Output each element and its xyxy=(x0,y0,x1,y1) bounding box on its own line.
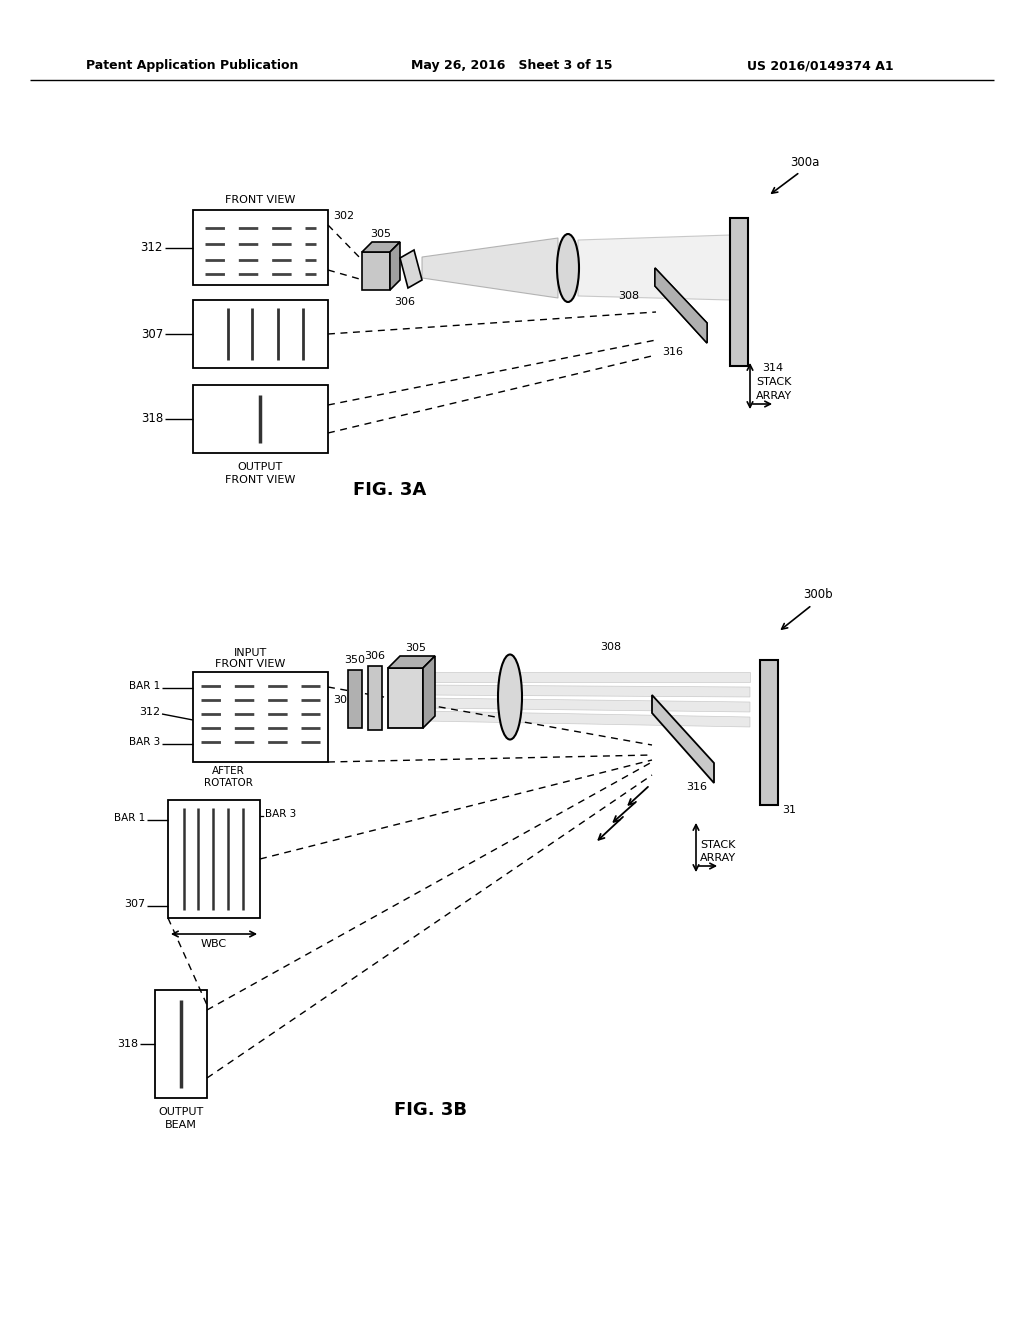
Text: AFTER: AFTER xyxy=(212,766,245,776)
Bar xyxy=(193,385,328,453)
Text: 305: 305 xyxy=(406,643,427,653)
Text: 318: 318 xyxy=(140,412,163,425)
Text: ROTATOR: ROTATOR xyxy=(204,777,253,788)
Text: WBC: WBC xyxy=(201,939,227,949)
Polygon shape xyxy=(423,656,435,729)
Bar xyxy=(168,800,260,917)
Text: ARRAY: ARRAY xyxy=(756,391,793,401)
Bar xyxy=(362,252,390,290)
Text: 314: 314 xyxy=(762,363,783,374)
Bar xyxy=(388,668,423,729)
Text: FRONT VIEW: FRONT VIEW xyxy=(225,195,296,205)
Text: BAR 3: BAR 3 xyxy=(265,809,296,818)
Text: Patent Application Publication: Patent Application Publication xyxy=(86,59,298,73)
Text: 300a: 300a xyxy=(790,157,819,169)
Text: STACK: STACK xyxy=(700,840,735,850)
Bar xyxy=(368,667,382,730)
Text: 350: 350 xyxy=(344,655,366,665)
Text: 312: 312 xyxy=(139,708,160,717)
Bar xyxy=(193,672,328,762)
Polygon shape xyxy=(655,268,707,343)
Polygon shape xyxy=(388,656,435,668)
Polygon shape xyxy=(422,238,558,298)
Text: BEAM: BEAM xyxy=(165,1119,197,1130)
Text: 306: 306 xyxy=(365,651,385,661)
Text: FRONT VIEW: FRONT VIEW xyxy=(215,659,286,669)
Text: 308: 308 xyxy=(618,290,639,301)
Text: BAR 3: BAR 3 xyxy=(129,737,160,747)
Bar xyxy=(193,300,328,368)
Polygon shape xyxy=(652,696,714,783)
Bar xyxy=(730,218,748,366)
Ellipse shape xyxy=(557,234,579,302)
Polygon shape xyxy=(578,235,730,300)
Text: 307: 307 xyxy=(124,899,145,909)
Text: 302: 302 xyxy=(333,696,354,705)
Bar xyxy=(760,660,778,805)
Text: 307: 307 xyxy=(140,327,163,341)
Bar xyxy=(348,671,362,729)
Text: 316: 316 xyxy=(663,347,683,356)
Text: 302: 302 xyxy=(333,211,354,220)
Text: FIG. 3B: FIG. 3B xyxy=(393,1101,467,1119)
Polygon shape xyxy=(400,249,422,288)
Bar xyxy=(155,990,207,1098)
Polygon shape xyxy=(655,268,707,343)
Text: 306: 306 xyxy=(394,297,416,308)
Text: STACK: STACK xyxy=(756,378,792,387)
Bar xyxy=(193,210,328,285)
Ellipse shape xyxy=(498,655,522,739)
Text: US 2016/0149374 A1: US 2016/0149374 A1 xyxy=(746,59,893,73)
Text: FIG. 3A: FIG. 3A xyxy=(353,480,427,499)
Polygon shape xyxy=(423,685,750,697)
Text: FRONT VIEW: FRONT VIEW xyxy=(225,475,296,484)
Polygon shape xyxy=(390,242,400,290)
Text: 300b: 300b xyxy=(803,589,833,602)
Polygon shape xyxy=(423,672,750,682)
Text: 318: 318 xyxy=(117,1039,138,1049)
Text: 312: 312 xyxy=(140,242,163,253)
Polygon shape xyxy=(362,242,400,252)
Text: INPUT: INPUT xyxy=(233,648,267,657)
Text: 31: 31 xyxy=(782,805,796,814)
Polygon shape xyxy=(423,698,750,711)
Text: 316: 316 xyxy=(686,781,708,792)
Text: BAR 1: BAR 1 xyxy=(129,681,160,690)
Text: BAR 1: BAR 1 xyxy=(114,813,145,822)
Text: OUTPUT: OUTPUT xyxy=(159,1107,204,1117)
Text: ARRAY: ARRAY xyxy=(700,853,736,863)
Text: 308: 308 xyxy=(600,642,622,652)
Text: 305: 305 xyxy=(371,228,391,239)
Polygon shape xyxy=(423,711,750,727)
Text: May 26, 2016   Sheet 3 of 15: May 26, 2016 Sheet 3 of 15 xyxy=(412,59,612,73)
Text: OUTPUT: OUTPUT xyxy=(238,462,283,473)
